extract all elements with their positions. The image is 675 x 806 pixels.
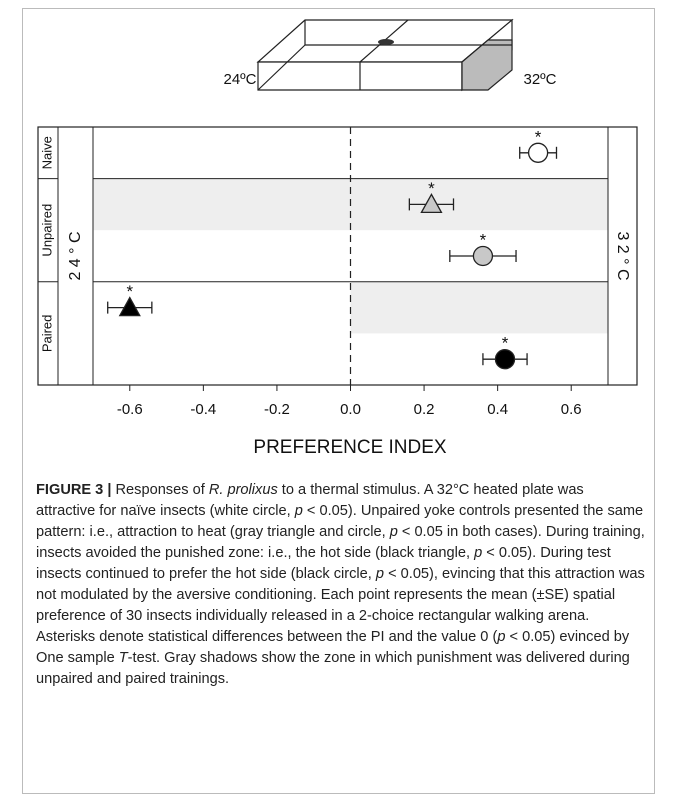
caption-text: < 0.05). Unpaired yoke controls presente… bbox=[36, 503, 644, 540]
insect bbox=[378, 39, 394, 45]
group-label: Naive bbox=[39, 136, 54, 169]
left-side-label: 2 4 ° C bbox=[67, 231, 84, 280]
x-tick-label: 0.6 bbox=[561, 401, 582, 418]
chart: 24ºC 32ºC 2 4 ° C 3 2 ° C PREFERENCE IND… bbox=[37, 18, 638, 458]
caption: FIGURE 3 | Responses of R. prolixus to a… bbox=[36, 480, 646, 690]
significance-mark: * bbox=[480, 230, 487, 249]
caption-text: < 0.05), evincing that this attraction w… bbox=[36, 566, 645, 645]
point bbox=[494, 349, 516, 370]
figure-frame bbox=[22, 8, 655, 794]
x-tick-label: 0.4 bbox=[487, 401, 508, 418]
caption-text: p bbox=[294, 503, 303, 519]
significance-mark: * bbox=[502, 334, 509, 353]
arena-right-label: 32ºC bbox=[524, 71, 557, 88]
x-tick-label: 0.0 bbox=[340, 401, 361, 418]
plot-frame bbox=[37, 126, 638, 386]
caption-label: FIGURE 3 | bbox=[36, 482, 112, 498]
caption-text: to a thermal stimulus. A 32°C heated pla… bbox=[36, 482, 584, 519]
significance-mark: * bbox=[428, 179, 435, 198]
x-axis-title: PREFERENCE INDEX bbox=[253, 437, 447, 458]
arena-left-label: 24ºC bbox=[224, 71, 257, 88]
point bbox=[118, 296, 141, 317]
x-tick-label: -0.4 bbox=[190, 401, 216, 418]
arena-drawing bbox=[256, 18, 514, 92]
caption-text: < 0.05). During test insects continued t… bbox=[36, 545, 611, 582]
caption-text: Responses of bbox=[111, 482, 209, 498]
group-label: Paired bbox=[39, 315, 54, 353]
x-tick-label: -0.2 bbox=[264, 401, 290, 418]
caption-text: R. prolixus bbox=[208, 482, 278, 498]
significance-mark: * bbox=[535, 127, 542, 146]
caption-text: -test. Gray shadows show the zone in whi… bbox=[36, 650, 630, 687]
point bbox=[527, 142, 549, 163]
caption-text: p bbox=[375, 566, 385, 582]
group-label: Unpaired bbox=[39, 204, 54, 257]
point bbox=[472, 245, 494, 267]
caption-text: p bbox=[389, 524, 398, 540]
caption-text: T bbox=[118, 650, 128, 666]
shade bbox=[350, 281, 608, 334]
x-tick-label: -0.6 bbox=[117, 401, 143, 418]
caption-text: p bbox=[497, 629, 506, 645]
caption-text: < 0.05 in both cases). During training, … bbox=[36, 524, 645, 561]
caption-text: p bbox=[474, 545, 483, 561]
point bbox=[420, 193, 443, 214]
caption-text: < 0.05) evinced by One sample bbox=[36, 629, 630, 666]
x-tick-label: 0.2 bbox=[414, 401, 435, 418]
significance-mark: * bbox=[126, 282, 133, 301]
right-side-label: 3 2 ° C bbox=[614, 231, 631, 280]
